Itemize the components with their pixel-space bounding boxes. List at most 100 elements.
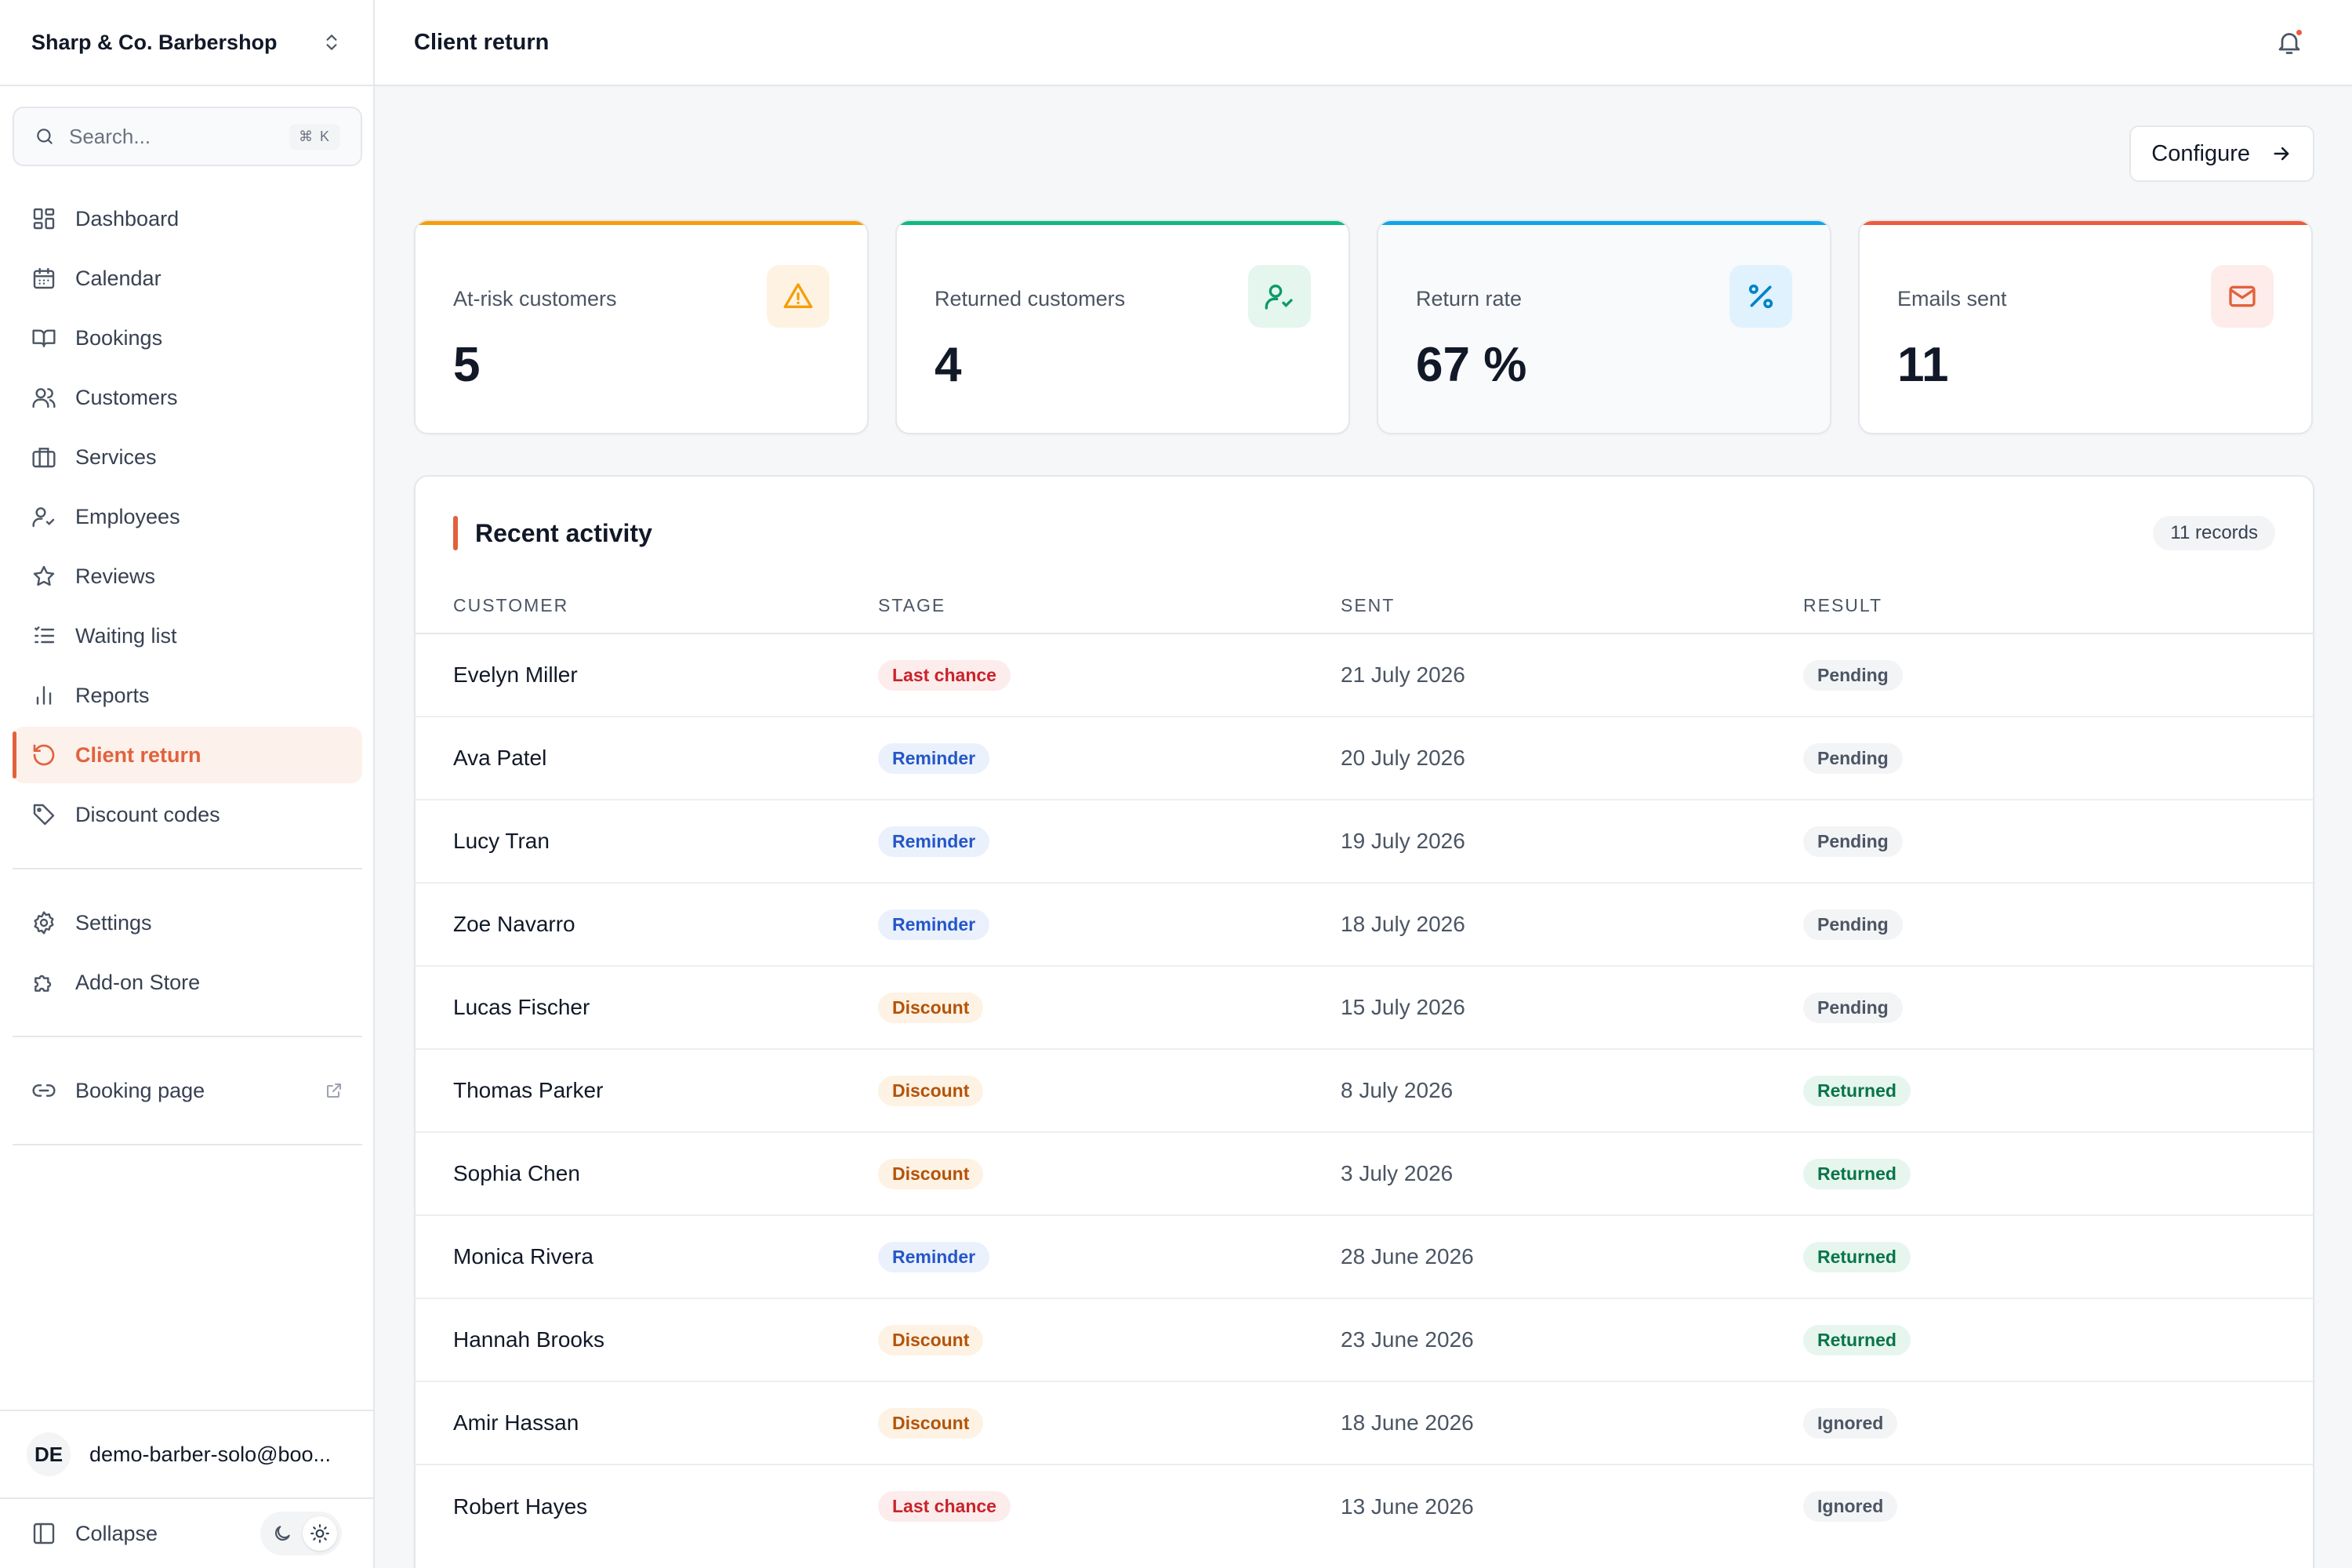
sent-date: 19 July 2026 xyxy=(1341,829,1465,853)
nav-item-reviews[interactable]: Reviews xyxy=(13,548,362,604)
stage-cell: Discount xyxy=(878,1381,1341,1465)
sent-date: 18 June 2026 xyxy=(1341,1410,1474,1435)
stage-cell: Discount xyxy=(878,966,1341,1050)
nav-item-booking-page[interactable]: Booking page xyxy=(13,1062,362,1119)
nav-item-waiting-list[interactable]: Waiting list xyxy=(13,608,362,664)
table-row[interactable]: Robert Hayes Last chance 13 June 2026 Ignor… xyxy=(416,1465,2313,1548)
sent-cell: 8 July 2026 xyxy=(1341,1049,1803,1133)
nav-item-customers[interactable]: Customers xyxy=(13,369,362,426)
result-cell: Returned xyxy=(1803,1132,2313,1216)
result-cell: Returned xyxy=(1803,1215,2313,1299)
nav-label: Customers xyxy=(75,385,178,409)
nav-item-calendar[interactable]: Calendar xyxy=(13,250,362,307)
sent-cell: 18 July 2026 xyxy=(1341,883,1803,967)
table-row[interactable]: Ava Patel Reminder 20 July 2026 Pending xyxy=(416,717,2313,800)
table-row[interactable]: Sophia Chen Discount 3 July 2026 Returned xyxy=(416,1132,2313,1216)
sent-date: 8 July 2026 xyxy=(1341,1078,1454,1102)
recent-activity-panel: Recent activity 11 records CUSTOMER STAG… xyxy=(414,475,2314,1568)
stage-badge: Discount xyxy=(878,1324,984,1356)
table-row[interactable]: Monica Rivera Reminder 28 June 2026 Returne… xyxy=(416,1215,2313,1299)
stage-badge: Reminder xyxy=(878,1241,990,1272)
customer-name: Hannah Brooks xyxy=(453,1327,605,1352)
stage-badge: Reminder xyxy=(878,826,990,857)
theme-toggle[interactable] xyxy=(260,1512,342,1555)
table-header-row: CUSTOMER STAGE SENT RESULT xyxy=(416,579,2313,634)
customer-cell: Lucy Tran xyxy=(416,800,878,884)
table-row[interactable]: Lucy Tran Reminder 19 July 2026 Pending xyxy=(416,800,2313,884)
result-cell: Ignored xyxy=(1803,1465,2313,1548)
records-badge: 11 records xyxy=(2153,516,2275,550)
sent-date: 28 June 2026 xyxy=(1341,1244,1474,1269)
nav-item-dashboard[interactable]: Dashboard xyxy=(13,191,362,247)
nav-item-bookings[interactable]: Bookings xyxy=(13,310,362,366)
result-badge: Pending xyxy=(1803,909,1903,940)
user-account[interactable]: DE demo-barber-solo@boo... xyxy=(0,1410,373,1499)
nav-label: Settings xyxy=(75,910,152,935)
result-badge: Pending xyxy=(1803,742,1903,774)
calendar-icon xyxy=(31,266,56,291)
link-icon xyxy=(31,1078,56,1103)
nav-item-employees[interactable]: Employees xyxy=(13,488,362,545)
search-placeholder: Search... xyxy=(69,124,151,148)
nav-item-settings[interactable]: Settings xyxy=(13,895,362,951)
search-shortcut: ⌘ K xyxy=(289,123,340,150)
top-bar: Client return xyxy=(375,0,2352,86)
external-link-icon xyxy=(325,1081,343,1100)
result-badge: Pending xyxy=(1803,826,1903,857)
table-row[interactable]: Lucas Fischer Discount 15 July 2026 Pending xyxy=(416,966,2313,1050)
configure-button[interactable]: Configure xyxy=(2129,125,2314,182)
sidebar: Sharp & Co. Barbershop Search... ⌘ K Das… xyxy=(0,0,375,1568)
stat-card-returned: Returned customers 4 xyxy=(895,220,1350,434)
customer-cell: Monica Rivera xyxy=(416,1215,878,1299)
workspace-switcher[interactable]: Sharp & Co. Barbershop xyxy=(0,0,373,86)
stat-value: 4 xyxy=(935,338,962,392)
sent-cell: 3 July 2026 xyxy=(1341,1132,1803,1216)
nav-item-client-return[interactable]: Client return xyxy=(13,727,362,783)
users-icon xyxy=(31,385,56,410)
table-row[interactable]: Amir Hassan Discount 18 June 2026 Ignored xyxy=(416,1381,2313,1465)
sent-cell: 18 June 2026 xyxy=(1341,1381,1803,1465)
star-icon xyxy=(31,564,56,589)
book-icon xyxy=(31,325,56,350)
result-cell: Pending xyxy=(1803,633,2313,717)
sent-date: 18 July 2026 xyxy=(1341,912,1465,936)
stage-badge: Discount xyxy=(878,1075,984,1106)
panel-title: Recent activity xyxy=(475,518,652,547)
collapse-button[interactable]: Collapse xyxy=(75,1521,158,1545)
configure-label: Configure xyxy=(2151,140,2250,166)
column-header-sent: SENT xyxy=(1341,579,1803,634)
search-input[interactable]: Search... ⌘ K xyxy=(13,107,362,166)
nav-item-services[interactable]: Services xyxy=(13,429,362,485)
customer-name: Amir Hassan xyxy=(453,1410,579,1435)
customer-name: Lucas Fischer xyxy=(453,995,590,1019)
nav-item-reports[interactable]: Reports xyxy=(13,667,362,724)
table-row[interactable]: Thomas Parker Discount 8 July 2026 Returned xyxy=(416,1049,2313,1133)
column-header-customer: CUSTOMER xyxy=(416,579,878,634)
sent-date: 21 July 2026 xyxy=(1341,662,1465,687)
stage-cell: Discount xyxy=(878,1132,1341,1216)
nav-divider xyxy=(13,1036,362,1037)
nav-item-discount-codes[interactable]: Discount codes xyxy=(13,786,362,843)
table-row[interactable]: Hannah Brooks Discount 23 June 2026 Returne… xyxy=(416,1298,2313,1382)
stage-badge: Reminder xyxy=(878,909,990,940)
stage-cell: Discount xyxy=(878,1298,1341,1382)
moon-icon[interactable] xyxy=(265,1516,299,1551)
card-accent xyxy=(1860,221,2311,225)
sun-icon[interactable] xyxy=(303,1516,337,1551)
table-body: Evelyn Miller Last chance 21 July 2026 Pend… xyxy=(416,633,2313,1548)
panel-header: Recent activity 11 records xyxy=(453,516,2275,550)
result-cell: Pending xyxy=(1803,966,2313,1050)
sent-date: 23 June 2026 xyxy=(1341,1327,1474,1352)
nav-label: Waiting list xyxy=(75,623,177,648)
collapse-row: Collapse xyxy=(0,1499,373,1568)
result-badge: Pending xyxy=(1803,659,1903,691)
notifications-button[interactable] xyxy=(2275,28,2303,56)
stat-card-return-rate: Return rate 67 % xyxy=(1377,220,1831,434)
table-row[interactable]: Evelyn Miller Last chance 21 July 2026 Pend… xyxy=(416,633,2313,717)
result-cell: Pending xyxy=(1803,800,2313,884)
stage-badge: Discount xyxy=(878,992,984,1023)
table-row[interactable]: Zoe Navarro Reminder 18 July 2026 Pending xyxy=(416,883,2313,967)
nav-item-add-on-store[interactable]: Add-on Store xyxy=(13,954,362,1011)
sent-cell: 20 July 2026 xyxy=(1341,717,1803,800)
customer-name: Thomas Parker xyxy=(453,1078,604,1102)
